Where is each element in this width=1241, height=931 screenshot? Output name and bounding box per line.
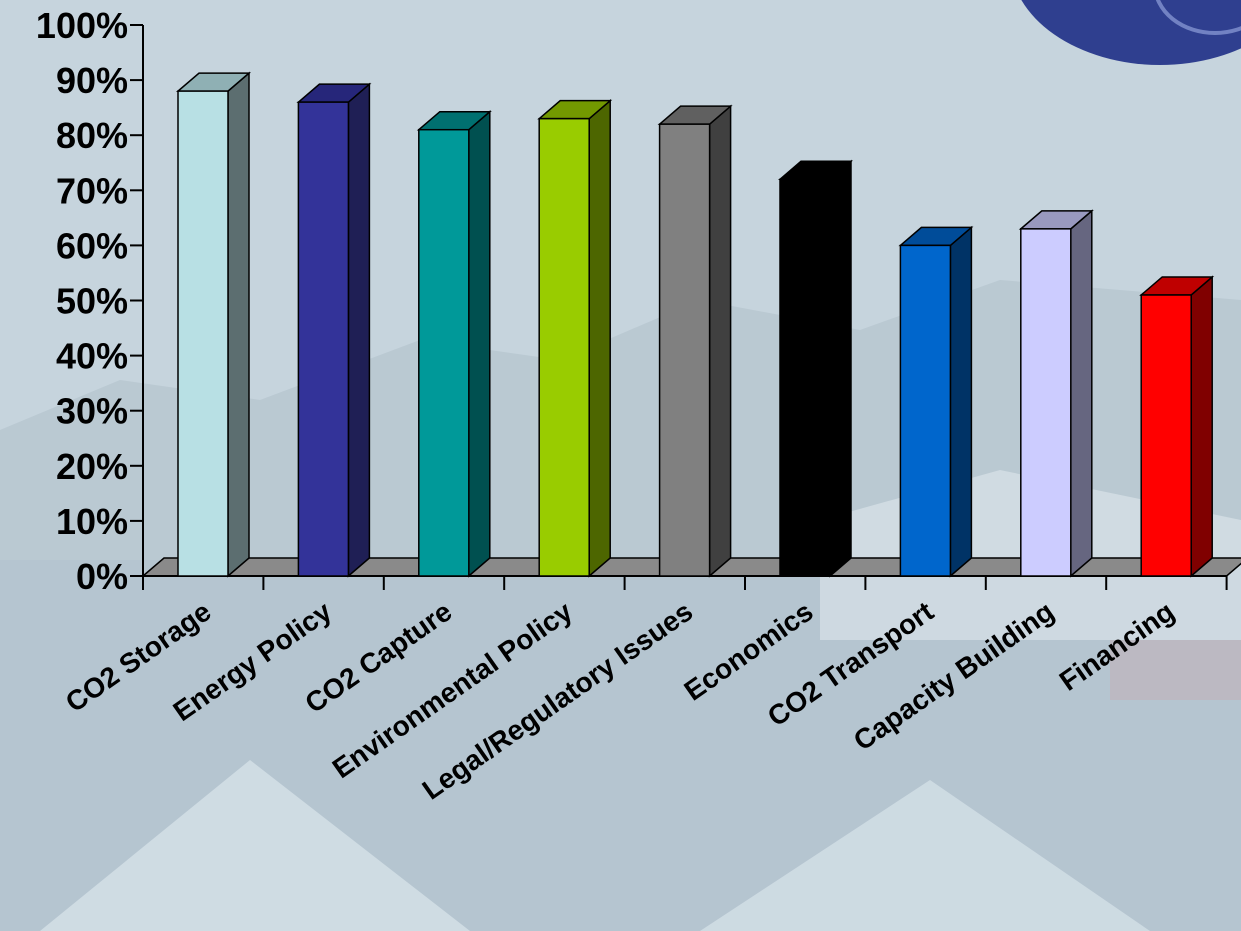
y-tick-labels: 0% 10% 20% 30% 40% 50% 60% 70% 80% 90% 100% xyxy=(36,5,128,597)
bar-front xyxy=(177,90,229,577)
y-tick-label: 50% xyxy=(56,281,128,322)
bar-front xyxy=(1140,294,1192,577)
bars xyxy=(175,71,1215,578)
y-tick-label: 90% xyxy=(56,60,128,101)
bar xyxy=(777,159,854,578)
y-tick-label: 0% xyxy=(76,556,128,597)
bar-side xyxy=(468,110,491,578)
bar xyxy=(1018,209,1094,578)
x-tick-label: Capacity Building xyxy=(848,596,1059,757)
bar-front xyxy=(899,244,952,577)
bar xyxy=(898,225,974,578)
x-tick-label: Financing xyxy=(1054,596,1180,697)
bar-side xyxy=(227,71,250,578)
y-tick-label: 70% xyxy=(56,170,128,211)
bar xyxy=(537,99,613,578)
y-tick-label: 40% xyxy=(56,336,128,377)
bar-front xyxy=(418,128,470,577)
y-tick-label: 100% xyxy=(36,5,128,46)
bar xyxy=(1139,275,1215,578)
y-tick-label: 10% xyxy=(56,501,128,542)
bar-front xyxy=(779,178,831,577)
y-tick-label: 60% xyxy=(56,225,128,266)
bar-side xyxy=(829,159,852,578)
y-tick-label: 80% xyxy=(56,115,128,156)
bar xyxy=(175,71,252,578)
bar-front xyxy=(1020,228,1072,577)
bar-front xyxy=(297,101,350,577)
y-tick-label: 30% xyxy=(56,391,128,432)
bar xyxy=(296,82,372,578)
bar xyxy=(657,104,733,578)
bar-side xyxy=(588,99,611,578)
bar-side xyxy=(949,225,973,578)
bar-side xyxy=(708,104,732,578)
logo-globe xyxy=(1021,0,1241,65)
bar-side xyxy=(347,82,371,578)
bar-side xyxy=(1190,275,1213,578)
bar-front xyxy=(658,123,711,577)
bar-front xyxy=(538,117,590,577)
y-tick-label: 20% xyxy=(56,446,128,487)
bar-side xyxy=(1070,209,1093,578)
bar xyxy=(416,110,492,578)
